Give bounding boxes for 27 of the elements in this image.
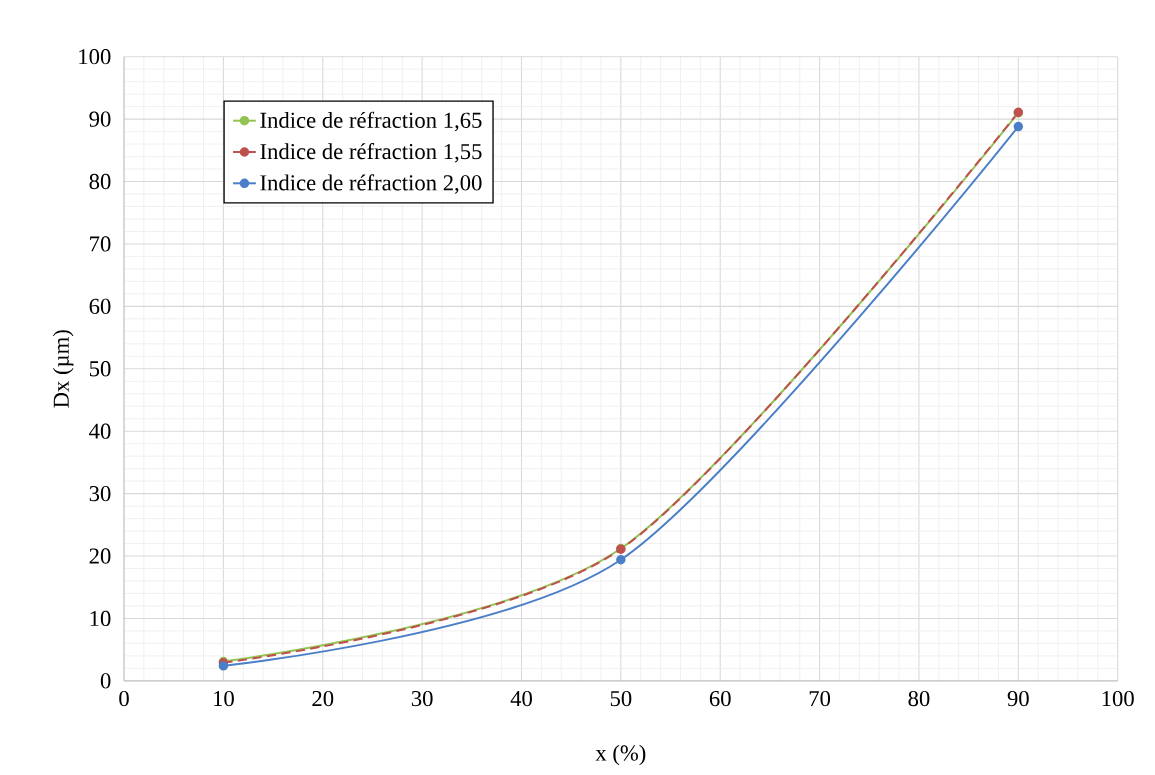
y-tick-label: 80 xyxy=(89,173,111,190)
x-axis-title: x (%) xyxy=(595,744,646,766)
y-tick-label: 100 xyxy=(79,49,111,65)
x-tick-label: 60 xyxy=(709,690,731,707)
y-tick-label: 20 xyxy=(89,548,111,564)
x-tick-label: 70 xyxy=(809,690,831,707)
x-tick-label: 0 xyxy=(119,690,129,707)
y-tick-label: 60 xyxy=(89,298,111,315)
legend-label: Indice de réfraction 2,00 xyxy=(260,174,482,194)
x-tick-label: 50 xyxy=(610,690,632,707)
y-tick-label: 40 xyxy=(89,423,111,439)
y-tick-label: 0 xyxy=(100,673,111,689)
x-tick-label: 40 xyxy=(510,690,532,707)
y-tick-label: 90 xyxy=(89,111,111,127)
x-tick-label: 20 xyxy=(312,690,334,707)
x-tick-label: 90 xyxy=(1007,690,1029,707)
x-tick-label: 80 xyxy=(908,690,930,707)
y-tick-label: 50 xyxy=(89,361,111,377)
y-tick-label: 70 xyxy=(90,236,111,252)
legend-label: Indice de réfraction 1,55 xyxy=(260,143,482,163)
y-axis-title: Dx (µm) xyxy=(52,330,74,408)
x-tick-label: 10 xyxy=(214,690,234,707)
x-tick-label: 30 xyxy=(411,690,433,707)
x-tick-label: 100 xyxy=(1102,690,1134,707)
y-tick-label: 30 xyxy=(89,486,111,502)
legend-label: Indice de réfraction 1,65 xyxy=(260,111,482,132)
y-tick-label: 10 xyxy=(90,610,111,627)
